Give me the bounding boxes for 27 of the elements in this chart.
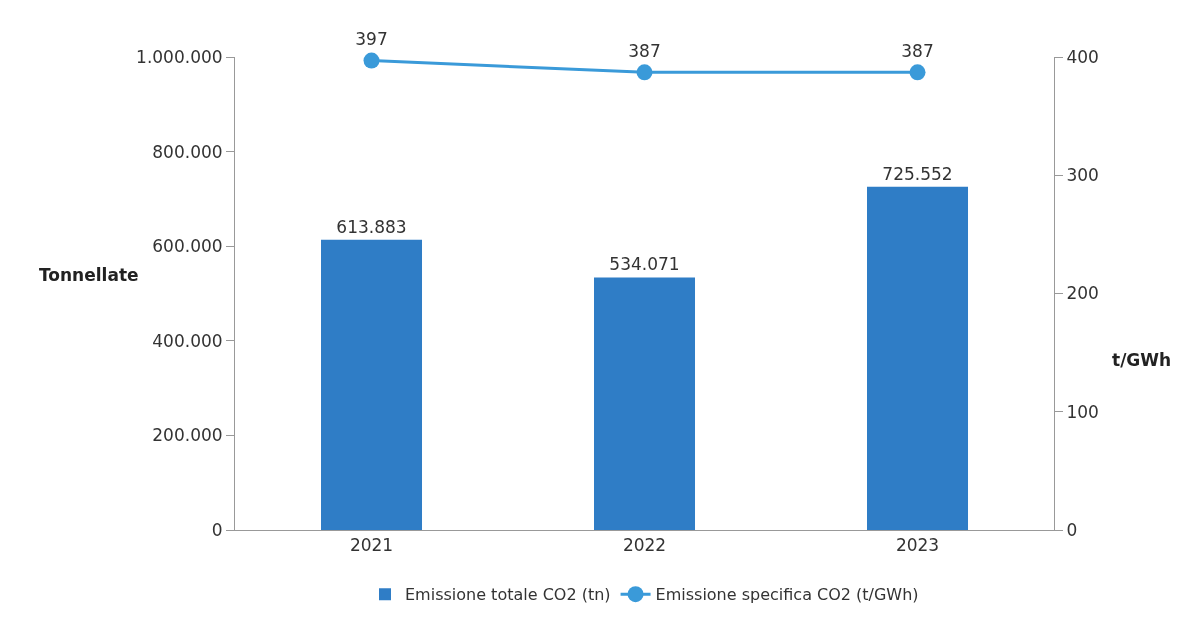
y2-axis-title: t/GWh (1112, 350, 1172, 370)
legend-label: Emissione specifica CO2 (t/GWh) (655, 585, 919, 605)
data-label: 387 (901, 41, 934, 62)
bar (594, 277, 696, 530)
y2-tick-label: 0 (1066, 519, 1078, 540)
data-label: 725.552 (882, 163, 953, 184)
y-tick-label: 400.000 (152, 330, 223, 351)
bar (321, 239, 423, 530)
x-tick-label: 2021 (349, 535, 394, 556)
data-label: 397 (355, 29, 388, 50)
legend-label: Emissione totale CO2 (tn) (405, 585, 611, 605)
data-label: 613.883 (336, 216, 407, 237)
y2-tick-label: 300 (1066, 165, 1099, 186)
x-tick-label: 2022 (622, 535, 667, 556)
y-tick-label: 800.000 (152, 141, 223, 162)
y-tick-label: 0 (211, 519, 223, 540)
y2-tick-label: 200 (1066, 283, 1099, 304)
bar (867, 186, 969, 530)
y2-tick-label: 400 (1066, 46, 1099, 67)
y-tick-label: 200.000 (152, 425, 223, 446)
x-tick-label: 2023 (895, 535, 940, 556)
y2-tick-label: 100 (1066, 401, 1099, 422)
y-axis-title: Tonnellate (39, 265, 139, 285)
y-tick-label: 1.000.000 (136, 46, 223, 67)
data-label: 387 (628, 41, 661, 62)
data-label: 534.071 (609, 254, 680, 275)
y-tick-label: 600.000 (152, 236, 223, 257)
